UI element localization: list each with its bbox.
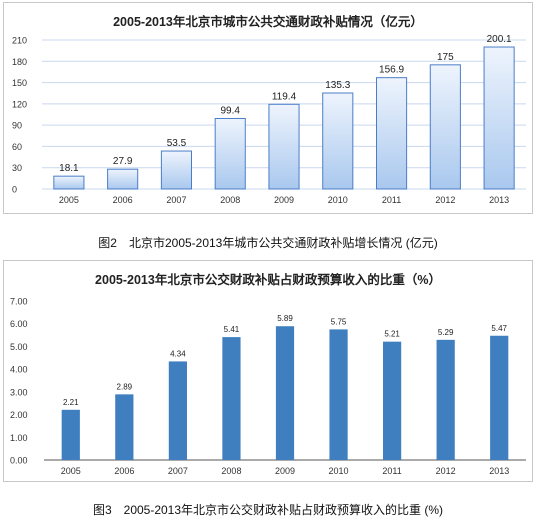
x-tick-label: 2006: [114, 466, 134, 476]
data-label: 27.9: [113, 156, 133, 167]
x-tick-label: 2011: [382, 466, 401, 476]
x-tick-label: 2005: [59, 195, 79, 205]
data-label: 135.3: [325, 80, 350, 91]
bar: [429, 64, 461, 190]
x-tick-label: 2006: [113, 195, 133, 205]
data-label: 2.89: [117, 382, 133, 391]
data-label: 5.47: [491, 324, 507, 333]
chart-frame: 2005-2013年北京市城市公共交通财政补贴情况（亿元） 0 30 60 90 120…: [3, 2, 533, 214]
y-tick-label: 0: [12, 185, 17, 195]
bar: [53, 175, 85, 190]
x-tick-label: 2009: [274, 195, 294, 205]
bar: [115, 394, 134, 460]
bar-chart-subsidy: 0 30 60 90 120 150 180 210 18.1 2005 27.9 2006 53.5 2…: [12, 34, 526, 205]
y-tick-label: 180: [12, 57, 27, 67]
x-tick-label: 2013: [489, 466, 509, 476]
figure-caption: 图2 北京市2005-2013年城市公共交通财政补贴增长情况 (亿元): [98, 236, 438, 250]
figure-subsidy: 2005-2013年北京市城市公共交通财政补贴情况（亿元） 0 30 60 90 120…: [0, 0, 536, 250]
x-tick-label: 2012: [436, 466, 456, 476]
x-tick-label: 2010: [329, 466, 349, 476]
bar: [61, 409, 80, 460]
bar: [436, 339, 455, 460]
bar: [275, 326, 295, 460]
y-tick-label: 5.00: [10, 342, 28, 352]
x-tick-label: 2007: [168, 466, 188, 476]
bar: [483, 46, 515, 190]
data-label: 175: [437, 52, 454, 63]
x-tick-label: 2008: [220, 195, 240, 205]
x-tick-label: 2005: [61, 466, 81, 476]
x-tick-label: 2011: [382, 195, 401, 205]
data-label: 5.29: [438, 328, 454, 337]
bar: [268, 103, 300, 190]
chart-frame: 2005-2013年北京市公交财政补贴占财政预算收入的比重（%） 0.00 1.0…: [3, 260, 533, 482]
figure-caption: 图3 2005-2013年北京市公交财政补贴占财政预算收入的比重 (%): [92, 503, 444, 517]
x-tick-label: 2009: [275, 466, 295, 476]
data-label: 156.9: [379, 65, 404, 76]
data-label: 119.4: [272, 91, 297, 102]
data-label: 53.5: [167, 138, 187, 149]
bar: [214, 117, 246, 190]
data-label: 5.21: [384, 330, 400, 339]
x-tick-label: 2007: [166, 195, 186, 205]
bar: [490, 335, 509, 460]
bar: [322, 92, 354, 190]
x-tick-label: 2008: [221, 466, 241, 476]
y-tick-label: 150: [12, 78, 27, 88]
bar: [383, 341, 402, 460]
y-tick-label: 7.00: [10, 297, 28, 307]
y-tick-label: 210: [12, 36, 27, 46]
bar: [160, 150, 193, 190]
y-tick-label: 30: [12, 163, 22, 173]
y-tick-label: 120: [12, 99, 27, 109]
bar: [222, 337, 241, 460]
y-tick-label: 4.00: [10, 365, 28, 375]
data-label: 99.4: [220, 105, 240, 116]
bar-chart-ratio: 0.00 1.00 2.00 3.00 4.00 5.00 6.00 7.00 2.21 2005…: [10, 297, 526, 476]
y-tick-label: 6.00: [10, 319, 28, 329]
data-label: 2.21: [63, 398, 79, 407]
y-tick-label: 60: [12, 142, 22, 152]
bar: [329, 329, 348, 460]
bar: [107, 168, 139, 190]
y-tick-label: 1.00: [10, 433, 28, 443]
x-tick-label: 2013: [489, 195, 509, 205]
figure-ratio: 2005-2013年北京市公交财政补贴占财政预算收入的比重（%） 0.00 1.0…: [0, 258, 536, 517]
data-label: 4.34: [170, 349, 186, 358]
data-label: 18.1: [59, 163, 79, 174]
bar: [168, 361, 187, 460]
chart-title: 2005-2013年北京市公交财政补贴占财政预算收入的比重（%）: [95, 273, 441, 287]
data-label: 5.41: [224, 325, 240, 334]
y-tick-label: 0.00: [10, 456, 28, 466]
x-tick-label: 2012: [435, 195, 455, 205]
data-label: 200.1: [487, 34, 512, 45]
x-tick-label: 2010: [328, 195, 348, 205]
y-tick-label: 2.00: [10, 410, 28, 420]
chart-title: 2005-2013年北京市城市公共交通财政补贴情况（亿元）: [113, 15, 423, 29]
y-tick-label: 90: [12, 121, 22, 131]
bar: [375, 77, 408, 190]
y-tick-label: 3.00: [10, 387, 28, 397]
data-label: 5.89: [277, 314, 293, 323]
data-label: 5.75: [331, 317, 347, 326]
